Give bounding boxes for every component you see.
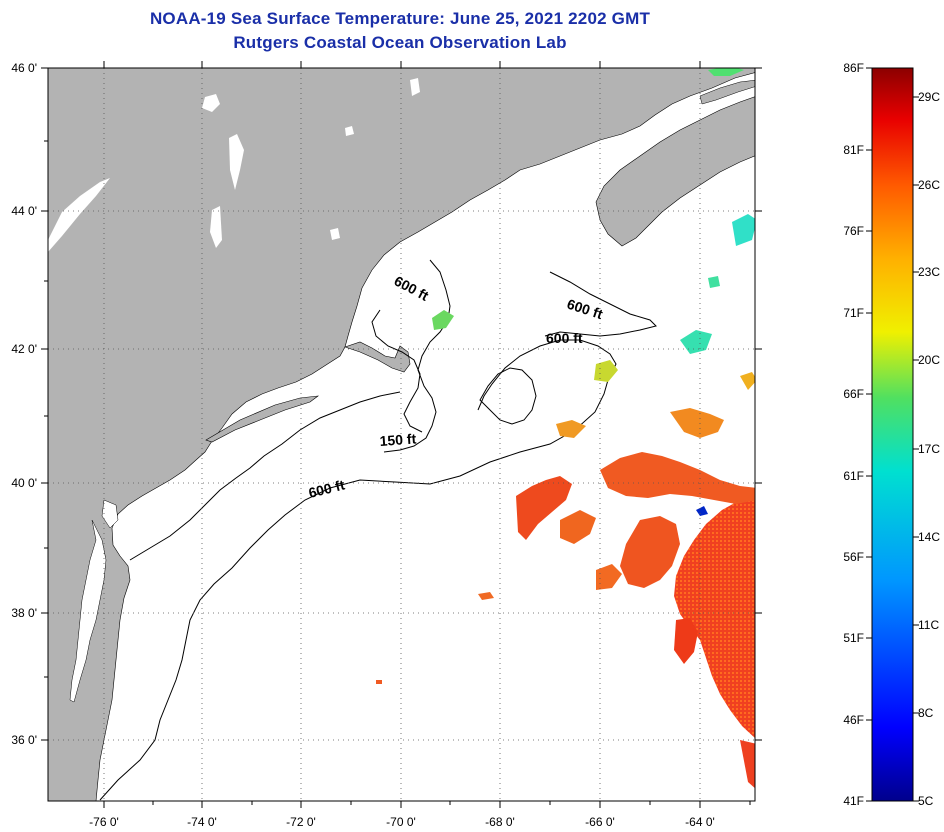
lake (345, 126, 354, 136)
lake (229, 134, 244, 190)
contour-georges (479, 367, 537, 425)
sst-patch (600, 452, 755, 504)
lake (330, 228, 340, 240)
sst-patch (376, 680, 382, 684)
graticule (48, 68, 755, 801)
colorbar (871, 67, 914, 802)
sst-patch (680, 330, 712, 354)
sst-patch-cold-eddy (696, 506, 708, 516)
lat-label: 46 0' (11, 61, 37, 75)
sst-satellite-data (376, 68, 755, 789)
colorbar-c-label: 17C (918, 442, 940, 456)
contour-label: 600 ft (546, 330, 583, 346)
colorbar-c-label: 11C (918, 618, 939, 632)
colorbar-f-label: 76F (843, 224, 864, 238)
sst-patch (708, 276, 720, 288)
sst-patch (596, 564, 622, 590)
colorbar-c-label: 23C (918, 265, 940, 279)
sst-patch (708, 68, 744, 76)
lon-label: -74 0' (187, 815, 217, 829)
contour-coastal (129, 391, 401, 561)
lake (48, 178, 110, 252)
cape-cod (344, 341, 411, 373)
lon-label: -66 0' (585, 815, 615, 829)
sst-patch (432, 310, 454, 330)
contour-150ft (371, 309, 423, 433)
lat-label: 36 0' (11, 733, 37, 747)
lake (210, 206, 222, 248)
lon-label: -68 0' (485, 815, 515, 829)
colorbar-f-label: 81F (843, 143, 864, 157)
colorbar-c-label: 14C (918, 530, 940, 544)
colorbar-f-label: 41F (843, 794, 864, 808)
lon-label: -64 0' (685, 815, 715, 829)
sst-patch (732, 214, 755, 246)
chesapeake-bay (69, 519, 107, 703)
sst-patch (740, 740, 755, 789)
colorbar-f-label: 51F (843, 631, 864, 645)
lat-label: 38 0' (11, 606, 37, 620)
sst-patch (560, 510, 596, 544)
contour-600ft-shelf (99, 339, 617, 801)
lat-label: 42 0' (11, 342, 37, 356)
bathymetry-contours (99, 259, 657, 801)
colorbar-c-label: 20C (918, 353, 940, 367)
sst-patch (670, 408, 724, 438)
lat-label: 44 0' (11, 204, 37, 218)
lake (410, 78, 420, 96)
colorbar-celsius-labels: 29C 26C 23C 20C 17C 14C 11C 8C 5C (918, 90, 940, 808)
sst-patch (478, 592, 494, 600)
map-title: NOAA-19 Sea Surface Temperature: June 25… (149, 9, 651, 28)
sst-patch (674, 618, 698, 664)
contour-label: 150 ft (379, 430, 417, 449)
sst-patch (556, 420, 586, 438)
axis-ticks (41, 61, 762, 808)
delaware-bay (101, 499, 119, 529)
colorbar-f-label: 66F (843, 387, 864, 401)
land-pei (699, 79, 755, 105)
lake (202, 94, 220, 112)
colorbar-fahrenheit-labels: 86F 81F 76F 71F 66F 61F 56F 51F 46F 41F (843, 61, 864, 808)
sst-patch (516, 476, 572, 540)
colorbar-c-label: 29C (918, 90, 940, 104)
colorbar-f-label: 46F (843, 713, 864, 727)
colorbar-f-label: 71F (843, 306, 864, 320)
colorbar-f-label: 61F (843, 469, 864, 483)
colorbar-c-label: 8C (918, 706, 934, 720)
land-mainland (48, 68, 755, 801)
colorbar-c-label: 26C (918, 178, 940, 192)
contour-600ft-ne (544, 271, 657, 337)
lon-label: -72 0' (286, 815, 316, 829)
map-subtitle: Rutgers Coastal Ocean Observation Lab (233, 33, 567, 52)
colorbar-f-label: 56F (843, 550, 864, 564)
colorbar-c-label: 5C (918, 794, 934, 808)
lat-labels: 46 0' 44 0' 42 0' 40 0' 38 0' 36 0' (11, 61, 37, 747)
sst-patch-gulfstream (674, 491, 755, 739)
long-island (205, 395, 320, 443)
lon-label: -70 0' (386, 815, 416, 829)
lon-label: -76 0' (89, 815, 119, 829)
sst-patch (620, 516, 680, 588)
colorbar-f-label: 86F (843, 61, 864, 75)
lat-label: 40 0' (11, 476, 37, 490)
colorbar-ticks (866, 67, 919, 802)
sst-patch (740, 372, 755, 390)
sst-patch (594, 360, 618, 382)
lon-labels: -76 0' -74 0' -72 0' -70 0' -68 0' -66 0… (89, 815, 715, 829)
